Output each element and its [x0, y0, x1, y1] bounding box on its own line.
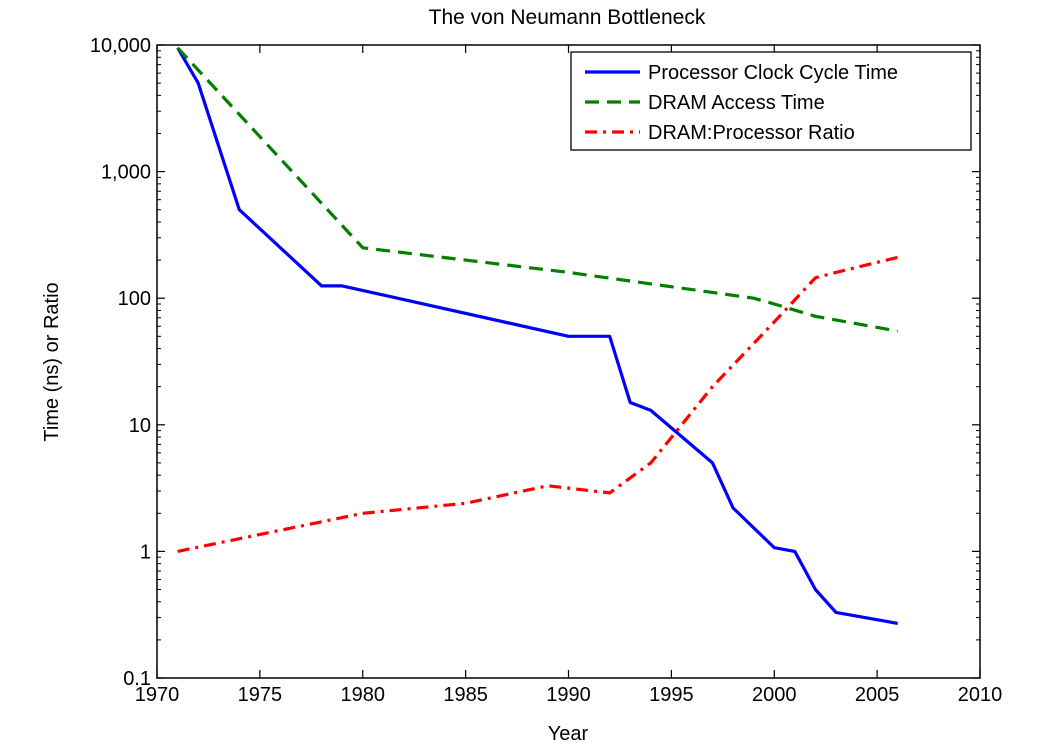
series-line-2 — [176, 46, 898, 333]
x-tick-label: 1985 — [443, 684, 488, 706]
x-tick-label: 2005 — [855, 684, 900, 706]
x-tick-label: 1975 — [238, 684, 283, 706]
legend-label-3: DRAM:Processor Ratio — [648, 122, 855, 144]
chart-title: The von Neumann Bottleneck — [429, 6, 706, 29]
y-tick-label: 1 — [140, 541, 151, 563]
x-tick-label: 1970 — [135, 684, 180, 706]
x-axis-label: Year — [548, 723, 589, 745]
series-line-1 — [176, 46, 898, 625]
legend: Processor Clock Cycle Time DRAM Access Ti… — [570, 51, 972, 151]
y-axis-label: Time (ns) or Ratio — [41, 282, 63, 441]
series-line-3 — [177, 255, 899, 553]
x-tick-label: 1995 — [649, 684, 694, 706]
x-tick-label: 2010 — [958, 684, 1003, 706]
x-tick-label: 1980 — [341, 684, 386, 706]
y-tick-label: 10 — [129, 415, 151, 437]
legend-label-1: Processor Clock Cycle Time — [648, 62, 898, 84]
x-axis: 1970 1975 1980 1985 1990 1995 2000 2005 2010 — [135, 45, 1003, 706]
x-tick-label: 1990 — [546, 684, 591, 706]
y-axis: 0.1 1 10 100 1,000 10,000 — [90, 35, 980, 690]
x-tick-label: 2000 — [752, 684, 797, 706]
y-tick-label: 1,000 — [101, 162, 151, 184]
y-tick-label: 0.1 — [123, 668, 151, 690]
legend-label-2: DRAM Access Time — [648, 92, 825, 114]
y-tick-label: 10,000 — [90, 35, 151, 57]
series-group — [176, 46, 899, 625]
y-tick-label: 100 — [118, 288, 151, 310]
